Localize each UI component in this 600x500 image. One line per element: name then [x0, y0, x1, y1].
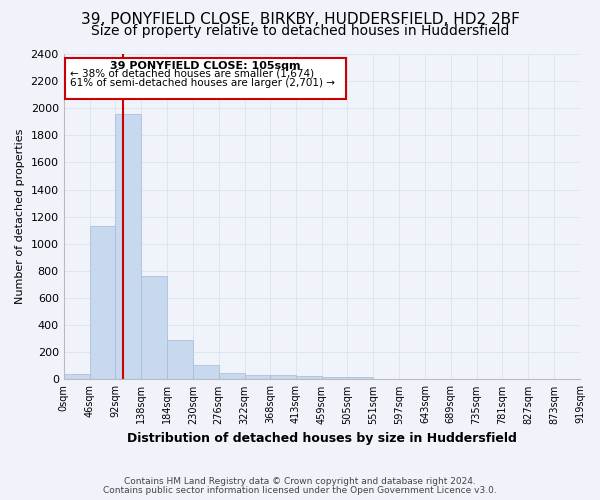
Y-axis label: Number of detached properties: Number of detached properties	[15, 129, 25, 304]
Bar	[399, 379, 425, 380]
Text: Contains public sector information licensed under the Open Government Licence v3: Contains public sector information licen…	[103, 486, 497, 495]
Bar	[502, 379, 529, 380]
Bar	[65, 58, 346, 98]
Bar	[476, 379, 502, 380]
Text: 39, PONYFIELD CLOSE, BIRKBY, HUDDERSFIELD, HD2 2BF: 39, PONYFIELD CLOSE, BIRKBY, HUDDERSFIEL…	[80, 12, 520, 28]
Bar	[89, 226, 115, 380]
Text: 61% of semi-detached houses are larger (2,701) →: 61% of semi-detached houses are larger (…	[70, 78, 335, 88]
Bar	[167, 340, 193, 380]
Bar	[347, 378, 373, 380]
Bar	[322, 376, 347, 380]
X-axis label: Distribution of detached houses by size in Huddersfield: Distribution of detached houses by size …	[127, 432, 517, 445]
Bar	[271, 376, 296, 380]
Text: 39 PONYFIELD CLOSE: 105sqm: 39 PONYFIELD CLOSE: 105sqm	[110, 61, 301, 71]
Bar	[529, 379, 554, 380]
Bar	[373, 379, 399, 380]
Text: Contains HM Land Registry data © Crown copyright and database right 2024.: Contains HM Land Registry data © Crown c…	[124, 477, 476, 486]
Bar	[451, 379, 476, 380]
Bar	[115, 114, 141, 380]
Bar	[554, 379, 580, 380]
Bar	[219, 372, 245, 380]
Bar	[296, 376, 322, 380]
Bar	[425, 379, 451, 380]
Bar	[245, 374, 271, 380]
Bar	[141, 276, 167, 380]
Bar	[193, 365, 219, 380]
Text: Size of property relative to detached houses in Huddersfield: Size of property relative to detached ho…	[91, 24, 509, 38]
Bar	[64, 374, 89, 380]
Text: ← 38% of detached houses are smaller (1,674): ← 38% of detached houses are smaller (1,…	[70, 69, 314, 79]
